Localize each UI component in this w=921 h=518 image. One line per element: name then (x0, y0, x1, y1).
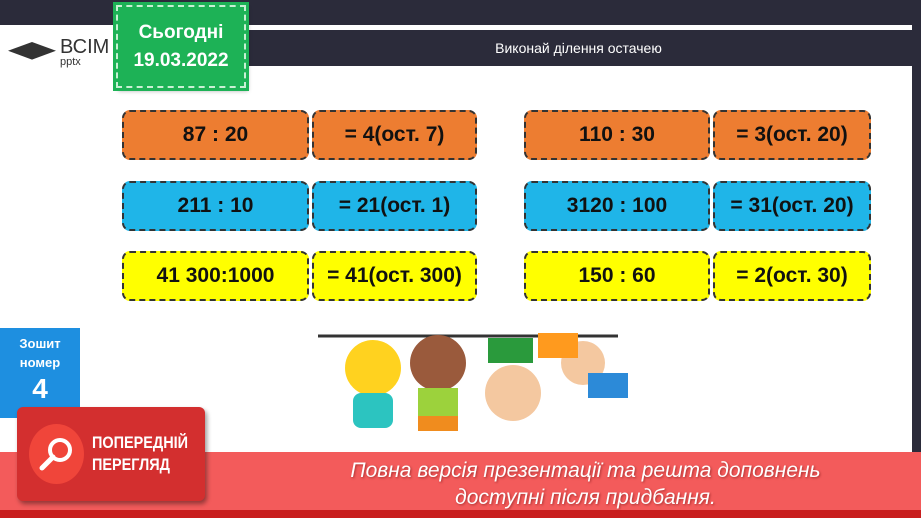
date-value: 19.03.2022 (133, 49, 229, 71)
notebook-number-panel: Зошит номер 4 (0, 328, 80, 418)
expr-box: 3120 : 100 (524, 181, 710, 231)
slide-title: Виконай ділення остачею (245, 28, 912, 66)
banner-line: доступні після придбання. (455, 486, 716, 509)
preview-label: ПОПЕРЕДНІЙ (91, 433, 189, 452)
answer-box: = 4(ост. 7) (312, 110, 477, 160)
logo-sub: pptx (60, 56, 81, 68)
graduation-cap-icon (8, 42, 56, 60)
expr-box: 211 : 10 (122, 181, 309, 231)
answer-box: = 3(ост. 20) (713, 110, 871, 160)
purchase-banner: Повна версія презентації та решта доповн… (0, 452, 921, 518)
preview-badge: ПОПЕРЕДНІЙ ПЕРЕГЛЯД (17, 407, 205, 501)
notebook-label: номер (19, 355, 61, 370)
expr-box: 110 : 30 (524, 110, 710, 160)
answer-box: = 2(ост. 30) (713, 251, 871, 301)
expr-box: 41 300:1000 (122, 251, 309, 301)
answer-box: = 21(ост. 1) (312, 181, 477, 231)
preview-label: ПЕРЕГЛЯД (91, 455, 170, 474)
answer-box: = 31(ост. 20) (713, 181, 871, 231)
date-badge: Сьогодні 19.03.2022 (113, 2, 249, 91)
kids-hanging-illustration (318, 333, 628, 431)
expr-box: 150 : 60 (524, 251, 710, 301)
expr-box: 87 : 20 (122, 110, 309, 160)
date-label: Сьогодні (138, 21, 224, 43)
logo: ВСІМ pptx (8, 36, 110, 68)
notebook-number: 4 (32, 373, 48, 404)
logo-name: ВСІМ (60, 36, 110, 58)
answer-box: = 41(ост. 300) (312, 251, 477, 301)
notebook-label: Зошит (19, 336, 61, 351)
banner-line: Повна версія презентації та решта доповн… (350, 459, 821, 482)
magnifier-icon (29, 424, 84, 484)
